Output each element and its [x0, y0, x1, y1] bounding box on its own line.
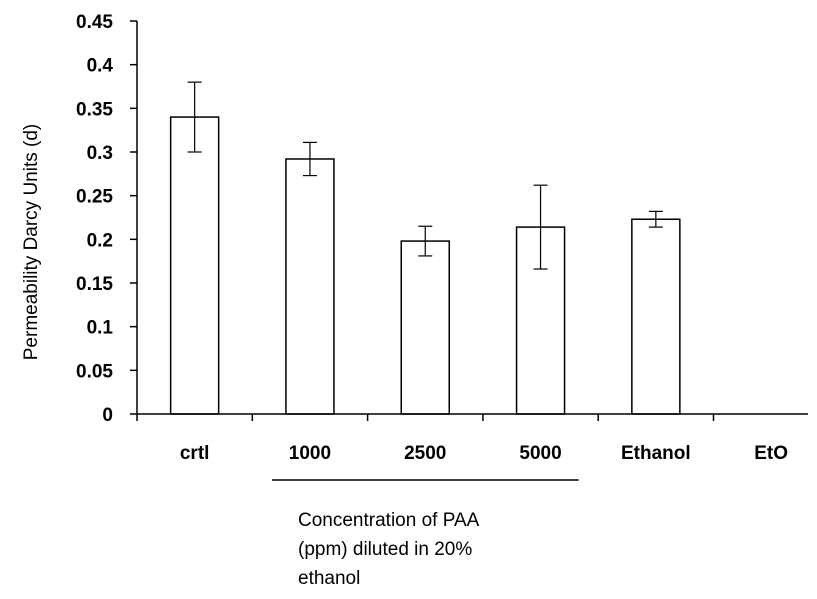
x-tick-label: crtl	[180, 443, 210, 464]
x-tick-label: 1000	[289, 443, 331, 464]
bar	[285, 158, 335, 415]
y-tick-label: 0.25	[76, 187, 113, 208]
bar	[169, 116, 220, 415]
x-axis-ticks: crtl 1000 2500 5000 Ethanol EtO	[136, 414, 788, 464]
bar	[631, 218, 681, 415]
group-caption-line-2: (ppm) diluted in 20%	[298, 539, 473, 560]
y-tick-label: 0.35	[76, 99, 113, 120]
y-axis-title: Permeability Darcy Units (d)	[21, 124, 42, 361]
group-caption: Concentration of PAA (ppm) diluted in 20…	[298, 506, 598, 593]
y-tick-label: 0.3	[87, 143, 113, 164]
y-tick-label: 0.4	[87, 56, 114, 77]
x-tick-label: 5000	[519, 443, 561, 464]
y-tick-label: 0.05	[76, 361, 113, 382]
group-caption-line-3: ethanol	[298, 568, 361, 589]
error-bars	[187, 81, 663, 270]
x-tick-label: EtO	[754, 443, 788, 464]
group-caption-line-1: Concentration of PAA	[298, 510, 480, 531]
y-tick-label: 0.45	[76, 12, 113, 33]
y-axis-ticks: 0 0.05 0.1 0.15 0.2 0.25 0.3 0.35 0.4 0.45	[76, 12, 137, 426]
x-tick-label: Ethanol	[621, 443, 691, 464]
y-tick-label: 0.15	[76, 274, 113, 295]
bar	[400, 240, 450, 415]
y-tick-label: 0.1	[87, 318, 114, 339]
bars	[169, 116, 681, 415]
y-tick-label: 0.2	[87, 230, 113, 251]
x-tick-label: 2500	[404, 443, 446, 464]
y-tick-label: 0	[102, 405, 113, 426]
